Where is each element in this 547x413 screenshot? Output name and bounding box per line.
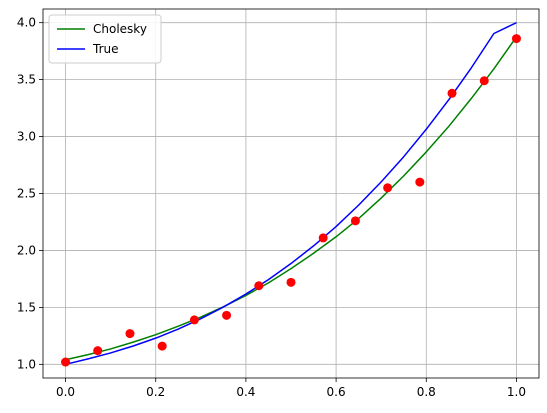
data-point (93, 346, 103, 356)
grid-layer (43, 9, 539, 378)
y-tick-label: 1.5 (17, 300, 36, 314)
y-tick-label: 2.5 (17, 187, 36, 201)
data-point (383, 183, 393, 193)
y-tick-label: 1.0 (17, 357, 36, 371)
true-series-line (65, 21, 517, 366)
cholesky-series-line (65, 36, 518, 361)
legend-label-cholesky: Cholesky (93, 22, 147, 36)
data-point (415, 177, 425, 187)
data-point (189, 315, 199, 325)
data-point (254, 281, 264, 291)
x-tick-label: 0.0 (56, 385, 75, 399)
legend-label-true: True (92, 42, 119, 56)
legend: Cholesky True (48, 14, 162, 64)
data-point (125, 329, 135, 339)
data-point (479, 76, 489, 86)
data-point (318, 233, 328, 243)
data-point (511, 34, 521, 44)
data-point (447, 88, 457, 98)
y-tick-label: 4.0 (17, 16, 36, 30)
data-point (350, 216, 360, 226)
series-layer (61, 21, 521, 367)
data-point (222, 310, 232, 320)
y-tick-label: 3.0 (17, 130, 36, 144)
legend-box (48, 14, 162, 64)
data-point (157, 341, 167, 351)
y-tick-label: 3.5 (17, 73, 36, 87)
axes-layer: 0.0 0.2 0.4 0.6 0.8 1.0 1.0 1.5 2.0 2.5 3.0 3.5 4.0 (17, 8, 540, 399)
data-point (61, 357, 71, 367)
y-tick-label: 2.0 (17, 243, 36, 257)
x-tick-label: 0.2 (146, 385, 165, 399)
x-tick-label: 0.4 (236, 385, 255, 399)
x-tick-label: 0.6 (327, 385, 346, 399)
x-tick-label: 1.0 (507, 385, 526, 399)
x-tick-label: 0.8 (417, 385, 436, 399)
data-point (286, 277, 296, 287)
